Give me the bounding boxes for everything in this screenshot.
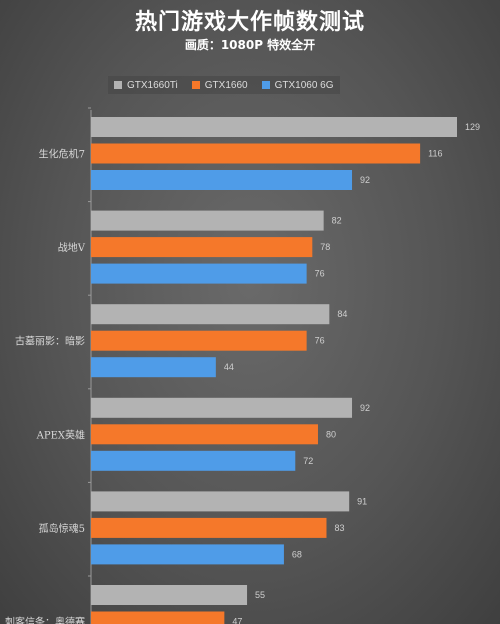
legend-swatch-1 [114, 81, 122, 89]
bar-value-label: 76 [315, 269, 325, 279]
category-label: 刺客信条：奥德赛 [5, 616, 85, 624]
bar-gtx1660 [91, 611, 225, 624]
bar-gtx1060-6g [91, 263, 307, 284]
bar-value-label: 68 [292, 549, 302, 559]
legend-item-1: GTX1660Ti [114, 80, 178, 91]
bar-gtx1660ti [91, 117, 457, 137]
legend-label-1: GTX1660Ti [127, 79, 178, 91]
bar-gtx1660ti [91, 491, 350, 512]
legend-label-3: GTX1060 6G [274, 79, 334, 91]
legend-item-3: GTX1060 6G [261, 79, 334, 91]
bar-value-label: 129 [465, 122, 480, 132]
category-label: 古墓丽影：暗影 [15, 335, 85, 348]
bar-gtx1060-6g [91, 170, 353, 190]
bar-value-label: 55 [255, 590, 265, 600]
bar-gtx1660ti [91, 210, 324, 231]
chart-subtitle: 画质：1080P 特效全开 [184, 38, 316, 52]
bar-value-label: 84 [337, 309, 347, 319]
bar-value-label: 83 [334, 523, 344, 533]
bar-gtx1060-6g [91, 544, 284, 565]
bar-value-label: 91 [357, 496, 367, 506]
bar-value-label: 80 [326, 429, 336, 439]
bar-value-label: 116 [428, 149, 442, 159]
bar-value-label: 82 [332, 216, 342, 226]
bar-gtx1660 [91, 424, 318, 445]
legend-item-2: GTX1660 [191, 79, 248, 91]
legend: GTX1660Ti GTX1660 GTX1060 6G [108, 76, 340, 94]
bar-gtx1060-6g [91, 450, 296, 471]
legend-swatch-2 [191, 81, 200, 89]
bar-value-label: 92 [360, 175, 370, 185]
bar-value-label: 92 [360, 403, 370, 413]
chart-title: 热门游戏大作帧数测试 [134, 10, 365, 35]
legend-swatch-3 [261, 81, 270, 89]
bar-value-label: 78 [320, 242, 330, 252]
category-label: 生化危机7 [39, 148, 85, 161]
bar-gtx1660ti [91, 585, 248, 605]
bar-value-label: 47 [232, 617, 242, 624]
category-label: APEX英雄 [36, 428, 85, 441]
legend-label-2: GTX1660 [204, 79, 248, 91]
bar-value-label: 44 [224, 362, 234, 372]
bar-gtx1060-6g [91, 357, 216, 378]
bar-gtx1660 [91, 143, 421, 164]
bar-gtx1660 [91, 237, 313, 258]
bar-gtx1660 [91, 330, 307, 351]
bar-value-label: 76 [315, 336, 325, 346]
bar-gtx1660 [91, 517, 327, 538]
category-label: 孤岛惊魂5 [39, 522, 85, 535]
category-label: 战地V [58, 241, 86, 254]
bar-gtx1660ti [91, 304, 330, 325]
bar-gtx1660ti [91, 397, 353, 418]
bar-value-label: 72 [303, 456, 313, 466]
